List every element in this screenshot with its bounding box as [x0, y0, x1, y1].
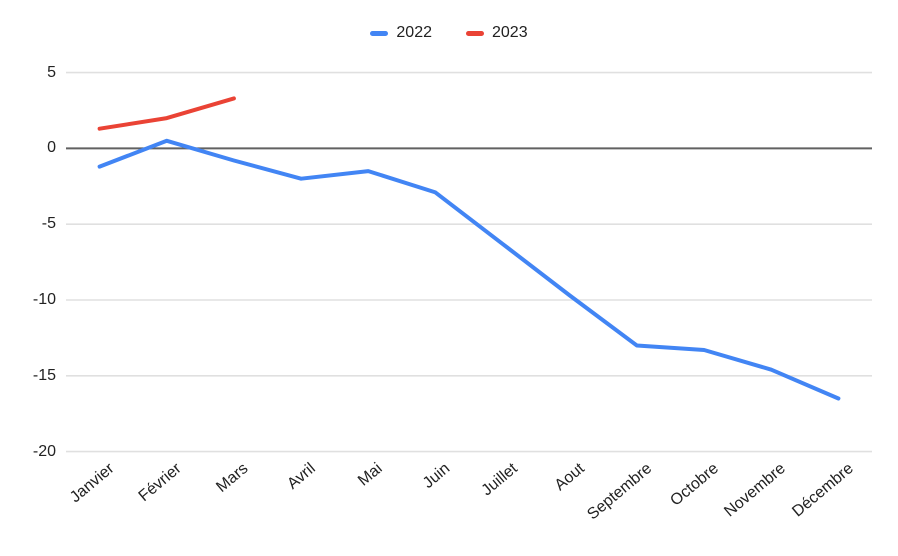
- y-axis-label: -10: [32, 291, 56, 308]
- legend-swatch-2023-icon: [466, 30, 484, 36]
- series-line-2023: [97, 96, 236, 131]
- y-axis-label: -20: [32, 442, 56, 460]
- legend-item-2022[interactable]: 2022: [370, 24, 432, 42]
- y-axis-label: 5: [47, 63, 56, 81]
- legend-label-2022: 2022: [396, 24, 432, 41]
- series-line-2022: [97, 138, 841, 401]
- legend-label-2023: 2023: [492, 24, 528, 41]
- legend-item-2023[interactable]: 2023: [466, 24, 528, 42]
- y-axis-label: -15: [32, 366, 56, 384]
- y-axis-label: 0: [47, 139, 56, 157]
- legend-swatch-2022-icon: [370, 30, 389, 36]
- y-axis-label: -5: [41, 215, 56, 233]
- chart-legend: 2022 2023: [0, 24, 898, 42]
